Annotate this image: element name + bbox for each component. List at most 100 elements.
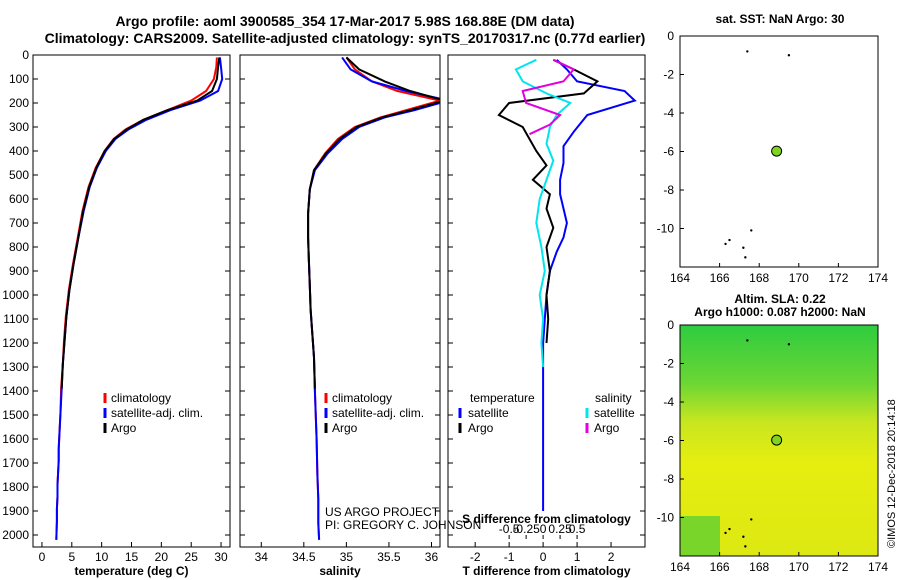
sla_map-island [744,545,747,548]
salinity-panel: 34 34.5 35 35.5 36 salinity climatologysatelli… [239,54,441,578]
difference-xtick-label: -1 [504,550,515,564]
sla_map-island [724,531,727,535]
temperature-ytick-label: 1100 [3,312,29,326]
temperature-xtick-label: 5 [68,550,75,564]
sla_map-ytick-label: -8 [663,472,674,486]
difference-extras: -0.5-0.25 0 0.250.5S difference from clima… [458,391,635,539]
sst_map-island [728,238,731,242]
title-line-1: Argo profile: aoml 3900585_354 17-Mar-20… [115,13,574,29]
temperature-ytick-label: 0 [22,48,29,62]
salinity-xtick-label: 35.5 [377,550,401,564]
salinity-xtick-label: 34.5 [292,550,316,564]
temperature-ytick-label: 900 [9,264,29,278]
sst_map-island [787,54,791,57]
salinity-diff-tick-label: 0.25 [548,522,572,536]
sla_map-xtick-label: 174 [868,560,888,574]
sst_map-island [750,229,753,232]
sst_map-ytick-label: -10 [657,222,675,236]
sst_map-argo-position-marker [771,145,783,157]
temperature-xtick-label: 10 [95,550,109,564]
sst_map-xtick-label: 164 [670,271,690,285]
salinity-legend-label: Argo [332,421,358,435]
sst_map-island [744,256,747,259]
temperature-ytick-label: 1500 [2,408,29,422]
temperature-legend-label: climatology [111,391,171,405]
temperature-xtick-label: 15 [125,550,139,564]
legend-temp-label: Argo [468,421,494,435]
temperature-ytick-label: 700 [9,216,29,230]
sst_map-island [742,246,745,249]
temperature-ytick-label: 1200 [2,336,29,350]
temperature-ytick-label: 1600 [2,432,29,446]
sla_map-ytick-label: -4 [663,395,674,409]
sst_map-ytick-label: 0 [667,29,674,43]
salinity-series-red [307,56,440,540]
difference-series-blue [542,59,637,511]
sst_map-ytick-label: -6 [663,145,674,159]
sst_map-panel: 164 166 168 170 172 174 0 -2 -4 -6 -8 -10 [657,29,889,285]
legend-sal-label: Argo [594,421,620,435]
temperature-series-blue [55,57,224,540]
salinity-xlabel: salinity [319,564,361,578]
sla-map-title-1: Altim. SLA: 0.22 [734,292,826,306]
salinity-legend-label: satellite-adj. clim. [332,406,424,420]
legend-temperature-title: temperature [470,391,535,405]
temperature-ytick-label: 600 [9,192,29,206]
temperature-ytick-label: 1300 [2,360,29,374]
temperature-xtick-label: 0 [39,550,46,564]
temperature-ytick-label: 100 [9,72,29,86]
sla_map-xtick-label: 164 [670,560,690,574]
temperature-xtick-label: 30 [214,550,228,564]
salinity-diff-tick-label: -0.25 [512,522,540,536]
temperature-ytick-label: 2000 [2,528,29,542]
temperature-ytick-label: 1800 [2,480,29,494]
temperature-ytick-label: 800 [9,240,29,254]
difference-panel: -2 -1 0 1 2T difference from climatology [447,54,646,578]
temperature-xtick-label: 25 [185,550,199,564]
salinity-xtick-label: 34 [255,550,269,564]
credit-line-1: US ARGO PROJECT [325,505,440,519]
salinity-diff-label: S difference from climatology [462,512,631,526]
sst_map-ytick-label: -4 [663,106,674,120]
difference-xtick-label: -2 [470,550,481,564]
difference-xlabel: T difference from climatology [462,564,630,578]
salinity-xtick-label: 36 [425,550,439,564]
sst_map-xtick-label: 166 [710,271,730,285]
sla_map-ytick-label: -2 [663,357,674,371]
sla_map-ytick-label: -6 [663,434,674,448]
watermark: ©IMOS 12-Dec-2018 20:14:18 [886,399,898,548]
salinity-series-blue [307,56,440,540]
sla_map-argo-position-marker [771,434,783,446]
sla_map-island [787,343,791,346]
sst_map-xtick-label: 170 [789,271,809,285]
difference-series-black [497,58,600,344]
salinity-xtick-label: 35 [340,550,354,564]
legend-sal-label: satellite [594,406,635,420]
temperature-ytick-label: 400 [9,144,29,158]
sla_map-xtick-label: 166 [710,560,730,574]
legend-temp-label: satellite [468,406,509,420]
temperature-ytick-label: 300 [9,120,29,134]
temperature-panel: 0 5 10 15 20 25 300100200300400500600700800900… [2,48,231,578]
sst_map-xtick-label: 174 [868,271,888,285]
title-line-2: Climatology: CARS2009. Satellite-adjuste… [45,30,646,46]
difference-series-magenta [521,58,576,136]
sst_map-xtick-label: 172 [828,271,848,285]
salinity-diff-tick-label: 0.5 [569,522,586,536]
sla_map-panel: 164 166 168 170 172 174 0 -2 -4 -6 -8 -10 [657,318,889,574]
salinity-diff-tick-label: -0.5 [499,522,520,536]
sst_map-island [724,242,727,246]
salinity-axes-frame [239,54,441,548]
sla_map-xtick-label: 170 [789,560,809,574]
sst_map-ytick-label: -8 [663,183,674,197]
sst_map-ytick-label: -2 [663,68,674,82]
salinity-series-black [307,56,440,389]
difference-axes-frame [447,54,646,548]
sla_map-island [746,339,749,342]
sla_map-island [742,535,745,538]
sst-map-title: sat. SST: NaN Argo: 30 [716,12,845,26]
sla_map-island [728,527,731,531]
sla_map-island [750,518,753,521]
temperature-ytick-label: 1000 [2,288,29,302]
